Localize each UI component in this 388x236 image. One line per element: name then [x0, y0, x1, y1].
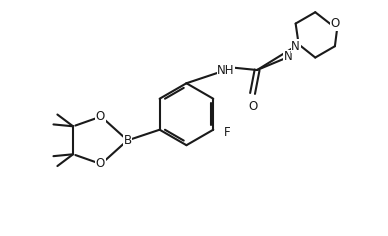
Text: N: N	[291, 40, 300, 53]
Text: O: O	[96, 110, 105, 123]
Text: O: O	[96, 157, 105, 170]
Text: O: O	[330, 17, 340, 30]
Text: B: B	[123, 134, 132, 147]
Text: F: F	[224, 126, 230, 139]
Text: O: O	[248, 100, 257, 113]
Text: NH: NH	[217, 63, 235, 76]
Text: N: N	[284, 50, 293, 63]
